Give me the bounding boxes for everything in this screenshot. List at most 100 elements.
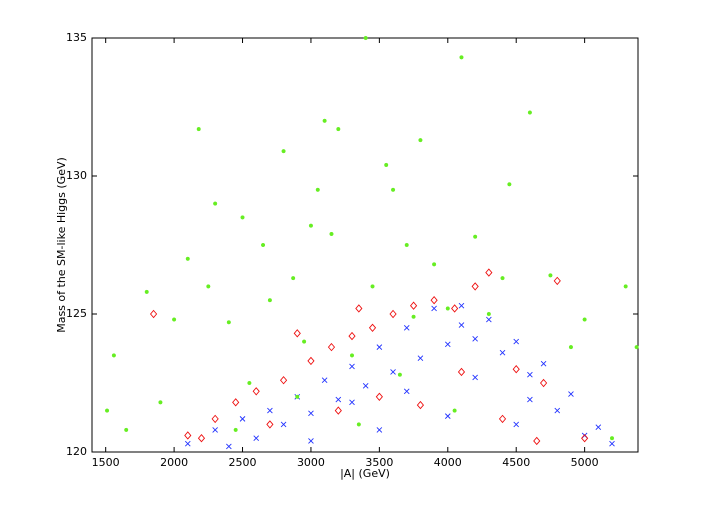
point [472, 374, 478, 381]
x-axis-label: |A| (GeV) [340, 467, 390, 480]
point [124, 427, 129, 432]
point [411, 314, 416, 319]
point [279, 376, 288, 385]
point [184, 431, 192, 440]
point [322, 118, 327, 123]
point [111, 353, 116, 358]
point [356, 422, 361, 427]
point [472, 336, 478, 342]
point [267, 298, 272, 303]
point [308, 438, 314, 444]
point [457, 367, 466, 377]
point [105, 408, 110, 413]
point [349, 363, 355, 370]
y-tick-label: 130 [66, 169, 87, 182]
point [498, 414, 507, 424]
point [513, 421, 520, 428]
point [471, 282, 479, 291]
point [539, 378, 548, 388]
point [418, 138, 423, 143]
point [403, 388, 410, 395]
x-tick-label: 5000 [571, 456, 599, 469]
point [144, 289, 149, 294]
point [308, 410, 314, 417]
point [363, 35, 368, 41]
point [291, 276, 296, 281]
point [293, 329, 301, 338]
point [211, 414, 219, 424]
point [266, 420, 274, 429]
point [302, 339, 307, 344]
point [226, 320, 231, 325]
point [486, 311, 491, 317]
x-tick-label: 3000 [297, 456, 325, 469]
point [267, 407, 273, 414]
point [368, 323, 377, 332]
point [349, 353, 355, 358]
point [389, 309, 397, 319]
point [252, 387, 260, 396]
point [499, 349, 506, 356]
point [554, 407, 561, 414]
point [232, 398, 240, 407]
point [623, 284, 628, 289]
point [452, 408, 457, 413]
y-axis-label: Mass of the SM-like Higgs (GeV) [55, 157, 68, 333]
point [327, 342, 336, 352]
y-tick-label: 135 [66, 31, 87, 44]
point [485, 268, 493, 277]
point [548, 273, 553, 278]
point [430, 296, 438, 305]
point [253, 435, 260, 442]
point [184, 440, 191, 447]
point [634, 345, 639, 350]
point [595, 424, 602, 430]
point [397, 372, 402, 377]
point [581, 434, 589, 443]
point [527, 396, 533, 403]
point [376, 344, 383, 350]
point [307, 356, 315, 366]
point [444, 341, 451, 348]
x-tick-label: 4500 [502, 456, 530, 469]
point [384, 162, 389, 168]
point [417, 355, 424, 361]
x-tick-label: 2500 [229, 456, 257, 469]
point [261, 242, 266, 248]
point [582, 317, 587, 322]
point [513, 338, 520, 345]
point [335, 396, 342, 403]
point [404, 242, 409, 248]
point [213, 201, 218, 206]
point [334, 406, 342, 415]
point [568, 345, 573, 350]
point [553, 276, 561, 286]
point [197, 434, 206, 443]
point [247, 380, 252, 386]
point [403, 324, 410, 331]
point [451, 304, 459, 313]
point [409, 301, 418, 310]
point [568, 391, 574, 397]
point [185, 256, 190, 261]
point [533, 436, 541, 446]
point [432, 262, 437, 267]
point [212, 427, 218, 433]
point [158, 400, 163, 405]
x-tick-label: 4000 [434, 456, 462, 469]
point [349, 399, 355, 406]
point [376, 427, 383, 433]
point [336, 127, 341, 132]
point [233, 427, 238, 432]
plot-frame [91, 37, 639, 453]
point [226, 443, 232, 450]
point [458, 322, 465, 328]
point [206, 284, 211, 289]
point [391, 187, 396, 192]
point [196, 127, 201, 132]
point [295, 394, 300, 399]
point [459, 55, 464, 60]
point [240, 215, 245, 220]
point [609, 440, 615, 447]
